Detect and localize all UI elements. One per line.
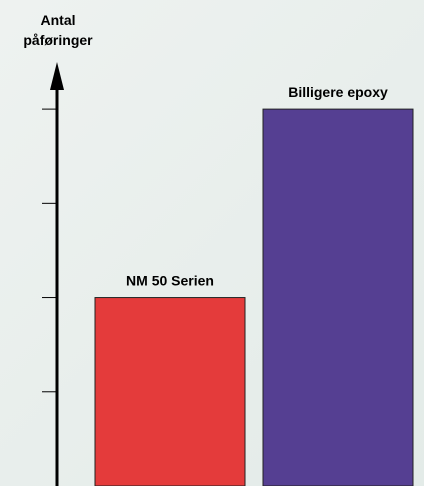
bar-label: Billigere epoxy xyxy=(288,84,388,100)
bar xyxy=(262,108,414,486)
y-axis-arrow xyxy=(50,62,64,90)
bar-label: NM 50 Serien xyxy=(126,272,214,288)
y-axis-label: Antal påføringer xyxy=(23,12,93,48)
bar xyxy=(94,297,246,486)
